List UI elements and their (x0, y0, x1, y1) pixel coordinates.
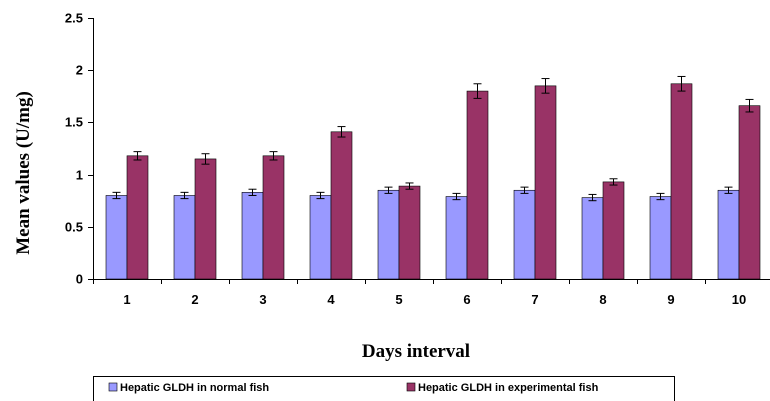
error-bars (112, 75, 754, 202)
y-tick-label: 1 (76, 168, 83, 183)
bar-experimental (466, 90, 489, 280)
x-tick-label: 3 (259, 292, 266, 307)
y-tick-label: 1.5 (65, 115, 83, 130)
bar-experimental (534, 85, 557, 280)
y-axis: 0 0.5 1 1.5 2 2.5 (65, 11, 94, 287)
y-tick-label: 0 (76, 272, 83, 287)
bar-normal (581, 197, 604, 280)
x-tick-label: 4 (327, 292, 335, 307)
bar-experimental (398, 185, 421, 280)
bar-normal (513, 189, 536, 280)
bar-experimental (602, 181, 625, 280)
bar-normal (173, 195, 196, 280)
bar-experimental (126, 155, 149, 280)
legend-label-normal: Hepatic GLDH in normal fish (120, 382, 269, 394)
y-tick-label: 0.5 (65, 220, 83, 235)
bar-normal (105, 195, 128, 280)
bar-normal (241, 192, 264, 280)
bars (105, 83, 761, 280)
legend-swatch-experimental (406, 382, 416, 392)
bar-experimental (262, 155, 285, 280)
x-tick-label: 9 (667, 292, 674, 307)
bar-normal (377, 189, 400, 280)
y-tick-label: 2.5 (65, 11, 83, 26)
bar-normal (649, 196, 672, 280)
bar-experimental (330, 131, 353, 280)
bar-experimental (194, 158, 217, 280)
x-tick-label: 5 (395, 292, 402, 307)
bar-experimental (670, 83, 693, 280)
legend-swatch-normal (108, 382, 118, 392)
x-tick-label: 7 (531, 292, 538, 307)
x-tick-label: 2 (191, 292, 198, 307)
y-tick-label: 2 (76, 63, 83, 78)
x-tick-label: 6 (463, 292, 470, 307)
x-tick-label: 8 (599, 292, 606, 307)
x-axis: 1 2 3 4 5 6 7 8 9 10 (93, 279, 770, 307)
bar-normal (445, 196, 468, 280)
legend-box (93, 376, 675, 401)
x-tick-label: 10 (732, 292, 746, 307)
x-axis-title: Days interval (362, 341, 470, 362)
legend-label-experimental: Hepatic GLDH in experimental fish (418, 382, 599, 394)
y-axis-title: Mean values (U/mg) (13, 91, 34, 255)
bar-experimental (738, 105, 761, 280)
x-tick-label: 1 (123, 292, 130, 307)
bar-normal (717, 189, 740, 280)
legend: Hepatic GLDH in normal fish Hepatic GLDH… (93, 376, 675, 401)
bar-normal (309, 195, 332, 280)
